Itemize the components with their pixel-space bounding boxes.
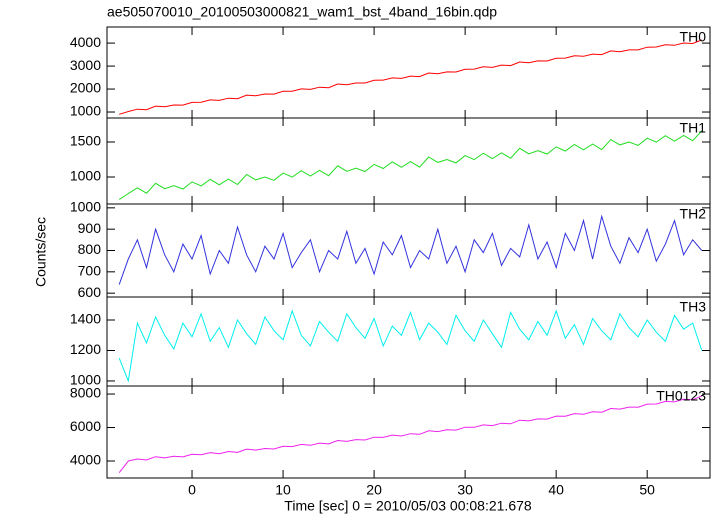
panel-frame — [106, 117, 711, 205]
y-tick-label: 1000 — [70, 199, 101, 215]
y-tick-label: 1400 — [70, 311, 101, 327]
y-tick-label: 1500 — [70, 133, 101, 149]
y-tick-label: 1200 — [70, 341, 101, 357]
y-tick-label: 1000 — [70, 168, 101, 184]
panel-label: TH1 — [680, 120, 707, 136]
data-line — [118, 309, 703, 383]
y-tick-label: 2000 — [70, 80, 101, 96]
y-tick-label: 800 — [78, 241, 102, 257]
y-tick-label: 700 — [78, 263, 102, 279]
y-tick-label: 3000 — [70, 57, 101, 73]
chart-title: ae505070010_20100503000821_wam1_bst_4ban… — [107, 4, 497, 20]
data-line — [119, 39, 702, 115]
data-line — [118, 130, 703, 200]
y-tick-label: 900 — [78, 220, 102, 236]
x-tick-label: 10 — [275, 482, 291, 498]
y-tick-label: 4000 — [70, 34, 101, 50]
y-axis-label: Counts/sec — [33, 217, 49, 287]
data-line — [118, 395, 702, 474]
panel-label: TH2 — [680, 206, 707, 222]
y-tick-label: 1000 — [70, 103, 101, 119]
x-tick-label: 50 — [639, 482, 655, 498]
panel-frame — [106, 385, 711, 479]
x-tick-label: 30 — [457, 482, 473, 498]
y-tick-label: 4000 — [70, 452, 101, 468]
y-tick-label: 600 — [78, 284, 102, 300]
data-line — [118, 214, 703, 285]
panel-label: TH3 — [680, 299, 707, 315]
x-axis-label: Time [sec] 0 = 2010/05/03 00:08:21.678 — [284, 498, 532, 514]
x-tick-label: 0 — [188, 482, 196, 498]
x-tick-label: 20 — [366, 482, 382, 498]
panel-label: TH0123 — [656, 388, 706, 404]
panel-label: TH0 — [680, 29, 707, 45]
y-tick-label: 1000 — [70, 372, 101, 388]
y-tick-label: 6000 — [70, 418, 101, 434]
x-tick-label: 40 — [548, 482, 564, 498]
panel-frame — [106, 26, 711, 119]
panel-frame — [106, 296, 711, 387]
y-tick-label: 8000 — [70, 385, 101, 401]
panel-frame — [106, 203, 711, 298]
